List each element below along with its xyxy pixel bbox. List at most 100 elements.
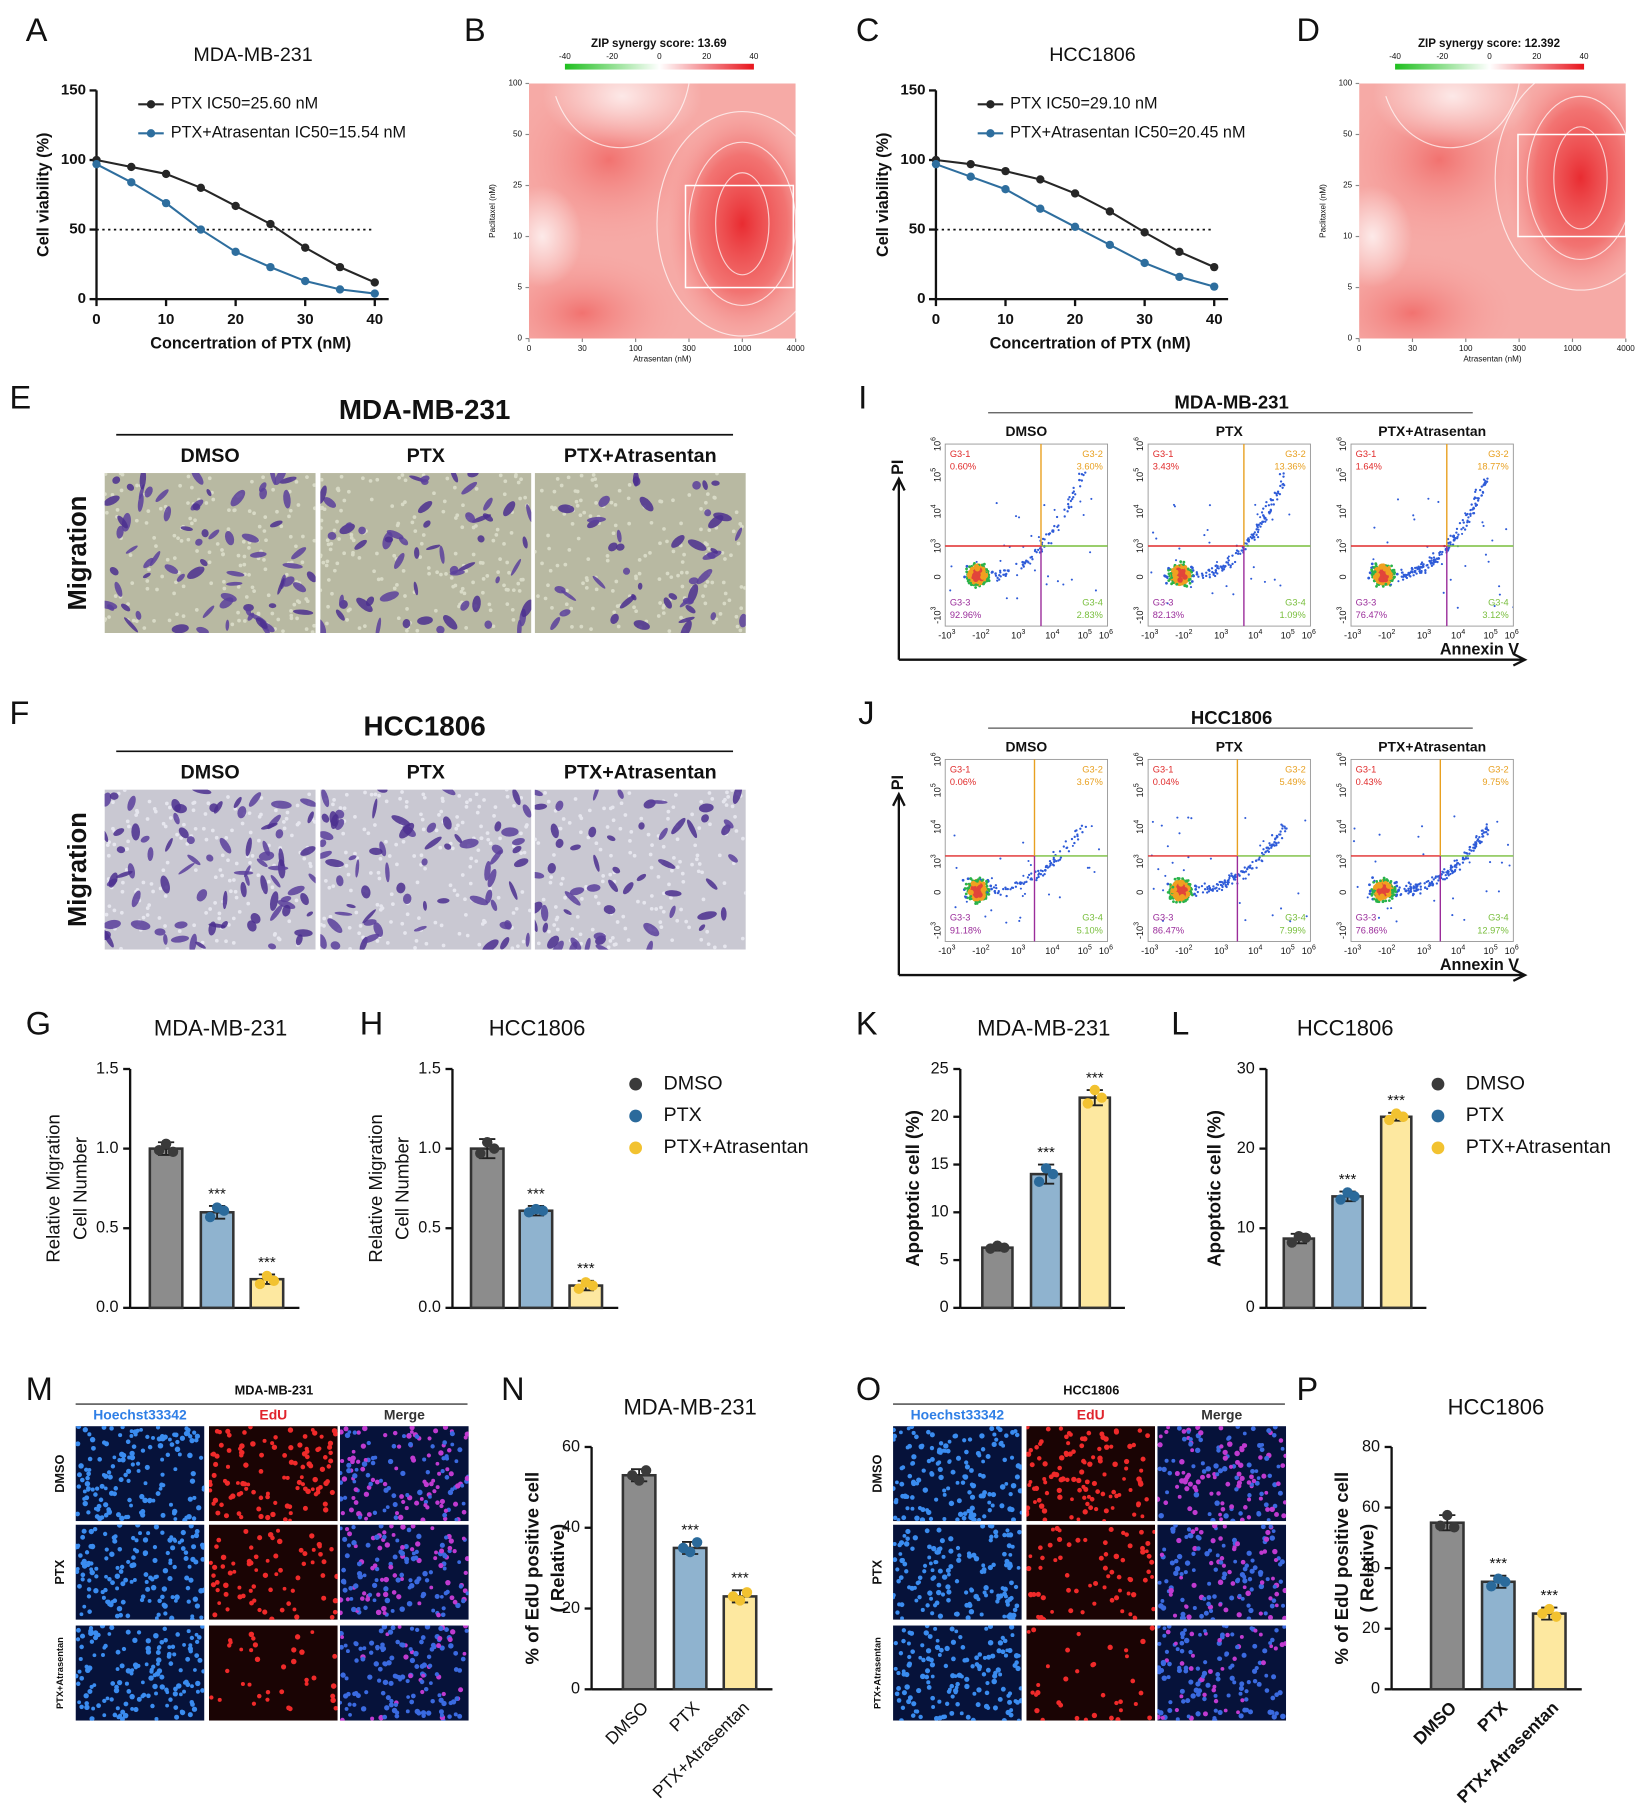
pore [290,833,294,838]
tick-base: 10 [933,441,943,451]
pore [341,831,346,836]
y-tick-label: 105 [1336,468,1348,482]
pore [555,563,560,568]
event [1449,543,1452,546]
pore [400,502,405,507]
pore [679,615,683,620]
event [1419,882,1422,885]
event [1280,837,1284,840]
pore [104,617,108,621]
tick-exponent: 4 [1336,820,1343,824]
gate-name: G3-1 [950,449,971,459]
cell [436,625,445,634]
event [964,892,968,896]
event [968,565,971,569]
pore [567,821,572,825]
tick-base: 0 [1136,574,1146,579]
pore [335,561,340,566]
nucleus [246,1482,251,1487]
pore [550,605,554,610]
pore [186,537,191,542]
tick-exponent: 3 [1155,944,1159,951]
chart-title: MDA-MB-231 [154,1015,287,1040]
tick-base: 10 [1214,946,1224,956]
pore [257,524,262,529]
y-tick-label: 1.0 [96,1139,119,1157]
bar [518,1209,554,1310]
pore [518,496,522,501]
event [964,882,968,886]
y-tick-label: 105 [1133,468,1145,482]
event [1227,555,1230,558]
cell [482,513,494,522]
tick-base: -10 [1175,946,1188,956]
pore [479,824,483,829]
gate-percentage: 0.06% [950,777,976,787]
pore [669,575,674,580]
cell [108,872,118,888]
pore [420,817,425,822]
cell [187,566,205,579]
cell [248,792,262,807]
pore [395,523,400,528]
event [1214,568,1218,572]
pore [415,628,420,633]
event [1259,525,1262,528]
gate-name: G3-1 [950,764,971,774]
pore [135,483,139,488]
pore [412,515,417,520]
event [1427,497,1430,500]
pore [400,921,405,926]
event [1229,564,1232,567]
tick-exponent: 2 [1189,629,1193,636]
cell [339,594,344,607]
x-axis-label: Concertration of PTX (nM) [150,335,351,353]
colorbar [1395,63,1585,70]
pore [289,609,293,613]
event [1055,515,1059,519]
event [1392,576,1396,580]
pore [104,912,109,917]
cell [417,500,433,514]
cell [610,613,619,624]
event [1267,504,1271,507]
pore [475,810,480,815]
pore [193,826,198,831]
nucleus [400,1470,406,1476]
event [1395,920,1398,923]
pore [326,604,330,609]
cell [551,940,564,950]
event [1278,473,1282,476]
legend-marker [629,1109,643,1123]
panel-label: K [856,1006,878,1042]
pore [296,503,301,507]
pore [331,802,335,807]
pore [609,500,614,505]
pore [450,846,455,851]
event [1070,837,1074,841]
pore [288,508,293,513]
x-tick-label: 4000 [787,344,806,353]
cell [260,822,278,830]
event [1252,566,1255,569]
event [994,572,997,575]
nucleus [126,1478,131,1483]
event [1172,569,1179,576]
event [1473,496,1477,499]
event [969,877,973,881]
cell [671,535,685,548]
pore [270,885,275,890]
pore [161,868,166,873]
legend-label: PTX+Atrasentan [663,1136,808,1158]
event [1283,825,1286,828]
pore [687,493,692,497]
pore [559,882,564,886]
pore [178,483,182,488]
cell [104,600,118,610]
panel-label: B [464,12,486,48]
pore [682,552,686,557]
event [1255,533,1258,536]
pore [516,480,521,485]
y-tick-label: 150 [61,81,86,98]
heat-region [528,185,583,288]
